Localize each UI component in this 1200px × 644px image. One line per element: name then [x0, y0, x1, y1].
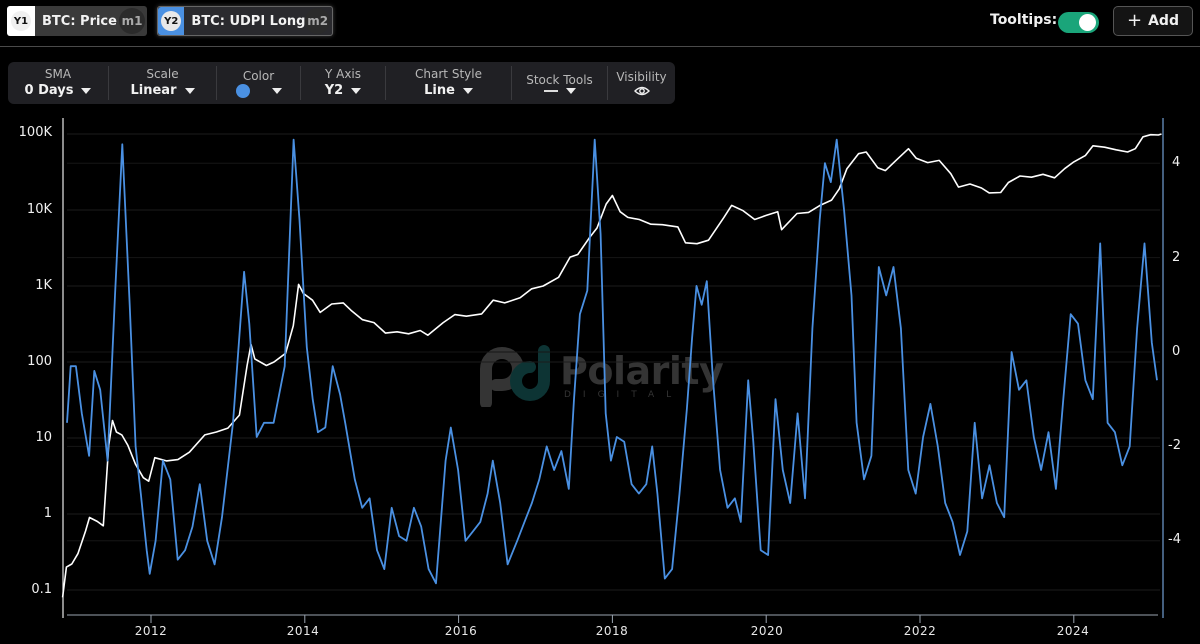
caret-down-icon — [351, 87, 362, 94]
add-button[interactable]: + Add — [1113, 6, 1193, 36]
chart-style-title: Chart Style — [415, 66, 482, 81]
sma-value: 0 Days — [24, 82, 74, 98]
eye-icon — [633, 86, 650, 95]
chart-style-value: Line — [424, 82, 455, 98]
y1-tick-label: 1K — [35, 278, 52, 293]
caret-down-icon — [184, 87, 195, 94]
sma-title: SMA — [44, 66, 72, 81]
toggle-knob — [1079, 14, 1096, 31]
y1-axis-badge: Y1 — [7, 6, 35, 36]
series-chip-btc-price[interactable]: Y1 BTC: Price m1 — [7, 6, 147, 36]
sma-dropdown[interactable]: SMA 0 Days — [8, 66, 109, 100]
y1-tick-label: 10K — [26, 202, 52, 217]
watermark-text: Polarity — [560, 349, 724, 393]
series-marker[interactable]: m1 — [119, 8, 145, 34]
y2-tick-label: 4 — [1172, 155, 1181, 170]
watermark-subtext: DIGITAL — [564, 390, 684, 400]
y2-tick-label: 2 — [1172, 250, 1181, 265]
visibility-toggle[interactable]: Visibility — [608, 66, 675, 100]
plot-svg — [61, 118, 1164, 623]
y2-axis-badge: Y2 — [158, 7, 185, 35]
series-label: BTC: UDPI Long — [191, 13, 306, 29]
polarity-logo-icon — [480, 345, 550, 407]
color-dropdown[interactable]: Color — [217, 66, 301, 100]
x-tick-label: 2014 — [286, 624, 320, 638]
tooltips-label: Tooltips: — [990, 12, 1058, 28]
y2-tick-label: -4 — [1168, 532, 1181, 547]
y1-tick-label: 100K — [18, 125, 52, 140]
series-marker[interactable]: m2 — [305, 8, 330, 34]
x-tick-label: 2018 — [595, 624, 629, 638]
color-title: Color — [242, 68, 275, 83]
tooltips-toggle[interactable] — [1058, 12, 1099, 33]
add-label: Add — [1148, 13, 1179, 29]
y1-tick-label: 1 — [43, 506, 52, 521]
polarity-watermark: Polarity DIGITAL — [478, 345, 724, 407]
chart-area[interactable]: Polarity DIGITAL 100K 10K 1K 100 10 1 0.… — [0, 110, 1200, 644]
color-swatch — [235, 83, 250, 98]
x-tick-label: 2020 — [750, 624, 784, 638]
top-bar: Y1 BTC: Price m1 Y2 BTC: UDPI Long m2 To… — [0, 0, 1200, 47]
stock-tools-dropdown[interactable]: Stock Tools — [512, 66, 608, 100]
caret-down-icon — [565, 87, 576, 94]
y1-tick-label: 10 — [35, 430, 52, 445]
scale-value: Linear — [130, 82, 177, 98]
line-tool-icon — [543, 89, 558, 92]
series-toolbar: SMA 0 Days Scale Linear Color Y Axis Y2 … — [8, 62, 675, 104]
caret-down-icon — [271, 87, 282, 94]
y2-tick-label: -2 — [1168, 438, 1181, 453]
scale-title: Scale — [146, 66, 179, 81]
chart-style-dropdown[interactable]: Chart Style Line — [386, 66, 512, 100]
y2-tick-label: 0 — [1172, 344, 1181, 359]
x-tick-label: 2022 — [903, 624, 937, 638]
y-axis-title: Y Axis — [324, 66, 362, 81]
y1-tick-label: 100 — [27, 354, 52, 369]
stock-tools-title: Stock Tools — [526, 72, 593, 87]
caret-down-icon — [462, 87, 473, 94]
caret-down-icon — [81, 87, 92, 94]
x-tick-label: 2016 — [444, 624, 478, 638]
y-axis-value: Y2 — [324, 82, 344, 98]
series-label: BTC: Price — [42, 13, 117, 29]
series-chip-btc-udpi-long[interactable]: Y2 BTC: UDPI Long m2 — [157, 6, 333, 36]
plus-icon: + — [1127, 10, 1143, 31]
visibility-title: Visibility — [616, 69, 667, 84]
x-tick-label: 2012 — [134, 624, 168, 638]
y-axis-dropdown[interactable]: Y Axis Y2 — [301, 66, 386, 100]
scale-dropdown[interactable]: Scale Linear — [109, 66, 217, 100]
y1-tick-label: 0.1 — [31, 582, 52, 597]
x-tick-label: 2024 — [1056, 624, 1090, 638]
